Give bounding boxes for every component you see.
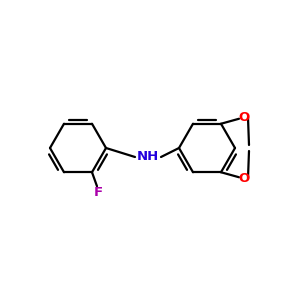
Text: O: O [238, 111, 250, 124]
Text: O: O [238, 172, 250, 185]
Text: NH: NH [137, 151, 159, 164]
Text: F: F [93, 186, 103, 199]
